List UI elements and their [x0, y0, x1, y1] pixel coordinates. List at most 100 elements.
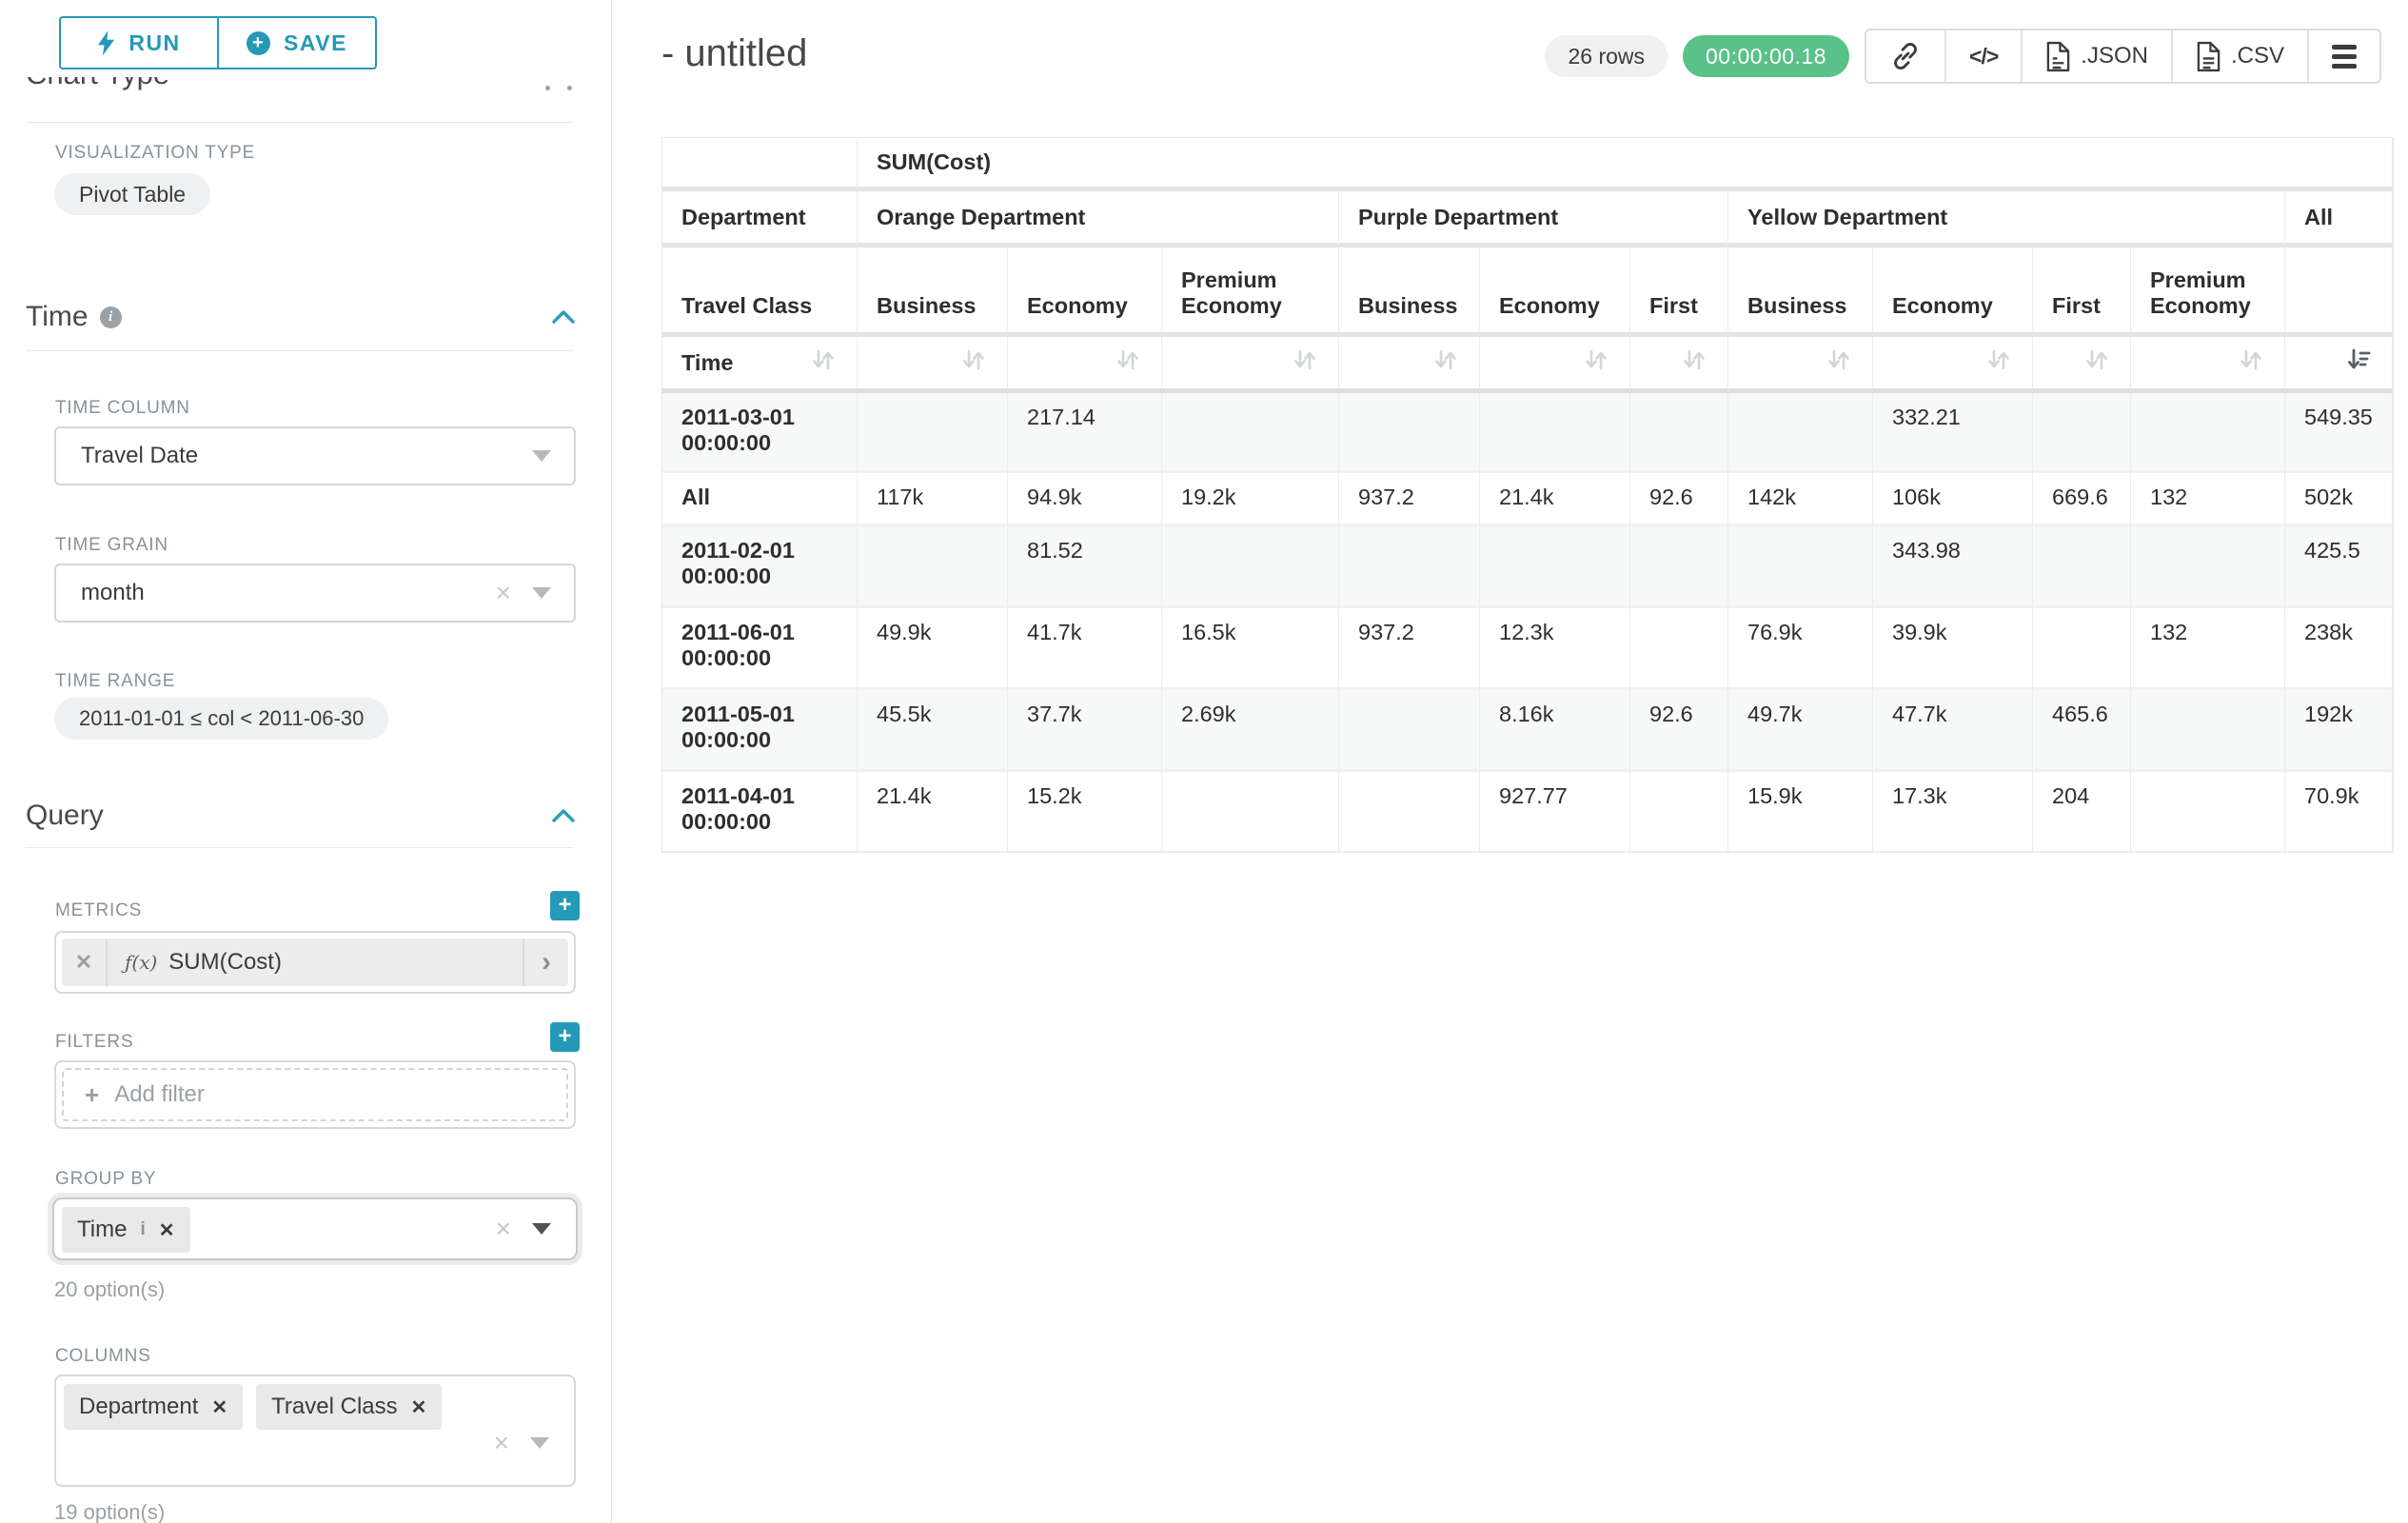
sort-icon-cell[interactable] [2033, 337, 2131, 393]
group-by-select[interactable]: Time i ✕ × [52, 1197, 578, 1260]
remove-tag-icon[interactable]: ✕ [211, 1395, 227, 1419]
columns-options-hint: 19 option(s) [54, 1500, 165, 1523]
table-cell: 49.9k [858, 608, 1008, 690]
clear-icon[interactable]: × [494, 1430, 509, 1456]
collapse-chevron-icon[interactable] [551, 309, 576, 325]
sort-icon-cell[interactable] [1008, 337, 1162, 393]
tag-info-icon[interactable]: i [140, 1219, 145, 1240]
table-cell: 217.14 [1008, 393, 1162, 473]
copy-link-button[interactable] [1866, 30, 1944, 82]
add-filter-button[interactable]: + Add filter [62, 1068, 568, 1121]
empty-corner-cell [662, 138, 858, 191]
info-icon[interactable]: i [100, 307, 122, 328]
columns-select[interactable]: Department ✕ Travel Class ✕ × [54, 1375, 576, 1487]
table-cell: 106k [1873, 473, 2033, 526]
metric-pill[interactable]: ✕ ƒ(x) SUM(Cost) › [62, 939, 568, 986]
table-cell [1162, 772, 1339, 852]
add-filter-plus-button[interactable]: + [550, 1022, 580, 1052]
metrics-label: METRICS [55, 900, 142, 921]
table-cell [858, 526, 1008, 608]
table-row: 2011-04-01 00:00:0021.4k15.2k927.7715.9k… [662, 772, 2393, 852]
table-cell: 669.6 [2033, 473, 2131, 526]
sort-icon-cell[interactable] [1480, 337, 1630, 393]
subcolumn-header [2285, 247, 2393, 337]
export-json-button[interactable]: .JSON [2021, 30, 2171, 82]
time-column-label: TIME COLUMN [55, 398, 190, 419]
filters-label: FILTERS [55, 1032, 133, 1053]
export-csv-button[interactable]: .CSV [2171, 30, 2307, 82]
column-group-header: Orange Department [858, 191, 1339, 247]
table-cell: 49.7k [1728, 690, 1873, 772]
add-metric-button[interactable]: + [550, 891, 580, 920]
table-cell: 192k [2285, 690, 2393, 772]
time-column-select[interactable]: Travel Date [54, 426, 576, 485]
time-grain-select[interactable]: month × [54, 564, 576, 623]
collapse-chevron-icon[interactable] [551, 808, 576, 823]
expand-metric-icon[interactable]: › [523, 939, 568, 986]
clear-icon[interactable]: × [496, 1216, 511, 1242]
time-range-pill[interactable]: 2011-01-01 ≤ col < 2011-06-30 [54, 698, 388, 740]
table-cell: 15.2k [1008, 772, 1162, 852]
column-group-header: Purple Department [1339, 191, 1728, 247]
table-cell: 142k [1728, 473, 1873, 526]
table-cell: 937.2 [1339, 608, 1480, 690]
table-row: 2011-05-01 00:00:0045.5k37.7k2.69k8.16k9… [662, 690, 2393, 772]
sort-icon-cell[interactable] [858, 337, 1008, 393]
table-cell: 45.5k [858, 690, 1008, 772]
table-cell [2131, 526, 2285, 608]
subcolumn-header: First [2033, 247, 2131, 337]
clear-icon[interactable]: × [496, 580, 511, 606]
table-cell: 39.9k [1873, 608, 2033, 690]
json-file-icon [2045, 41, 2071, 72]
run-button[interactable]: RUN [59, 16, 219, 69]
sort-icon[interactable] [809, 346, 838, 380]
add-filter-label: Add filter [114, 1081, 205, 1108]
save-button-label: SAVE [284, 30, 347, 56]
time-section-header: Time i [26, 301, 576, 333]
table-cell [2131, 393, 2285, 473]
visualization-type-pill[interactable]: Pivot Table [54, 173, 210, 215]
sort-desc-icon-cell[interactable] [2285, 337, 2393, 393]
caret-down-icon[interactable] [532, 450, 551, 462]
clipped-icon-dot [545, 86, 550, 90]
subcolumn-header: Economy [1480, 247, 1630, 337]
table-row: 2011-02-01 00:00:0081.52343.98425.5 [662, 526, 2393, 608]
table-cell [1339, 393, 1480, 473]
time-column-value: Travel Date [81, 443, 198, 469]
table-cell: 19.2k [1162, 473, 1339, 526]
sort-icon-cell[interactable] [1339, 337, 1480, 393]
columns-tag: Travel Class ✕ [256, 1384, 442, 1430]
plus-icon: + [85, 1080, 99, 1110]
table-cell: 94.9k [1008, 473, 1162, 526]
subcolumn-header: Economy [1873, 247, 2033, 337]
caret-down-icon[interactable] [530, 1437, 549, 1449]
caret-down-icon[interactable] [532, 1223, 551, 1235]
table-cell: 927.77 [1480, 772, 1630, 852]
table-cell [1162, 393, 1339, 473]
run-button-label: RUN [128, 30, 180, 56]
table-cell: 2.69k [1162, 690, 1339, 772]
sort-icon-cell[interactable] [1162, 337, 1339, 393]
chart-title[interactable]: - untitled [661, 32, 807, 75]
sort-icon-cell[interactable] [1728, 337, 1873, 393]
export-button-group: </> .JSON .CSV [1865, 29, 2381, 84]
save-button[interactable]: + SAVE [217, 16, 377, 69]
view-query-button[interactable]: </> [1944, 30, 2021, 82]
time-section-title: Time [26, 301, 89, 333]
subcolumn-header: Business [1728, 247, 1873, 337]
remove-metric-icon[interactable]: ✕ [62, 939, 108, 986]
table-cell: 16.5k [1162, 608, 1339, 690]
sort-icon-cell[interactable] [1630, 337, 1728, 393]
caret-down-icon[interactable] [532, 587, 551, 599]
table-cell: 937.2 [1339, 473, 1480, 526]
function-icon: ƒ(x) [125, 951, 157, 974]
sort-icon-cell[interactable] [2131, 337, 2285, 393]
row-count-badge: 26 rows [1545, 35, 1668, 77]
remove-tag-icon[interactable]: ✕ [159, 1218, 175, 1242]
menu-button[interactable] [2307, 30, 2379, 82]
table-cell: 41.7k [1008, 608, 1162, 690]
remove-tag-icon[interactable]: ✕ [411, 1395, 427, 1419]
sort-row: Time [662, 337, 2393, 393]
time-grain-value: month [81, 580, 145, 606]
sort-icon-cell[interactable] [1873, 337, 2033, 393]
